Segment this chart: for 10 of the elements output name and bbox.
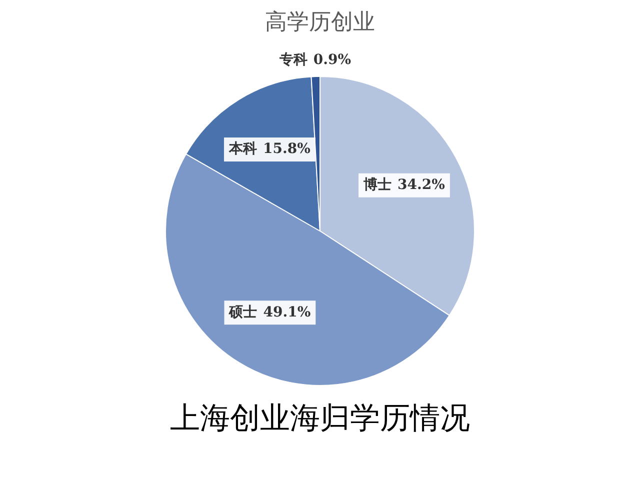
data-label: 0.9% bbox=[313, 52, 352, 68]
chart-title: 高学历创业 bbox=[264, 9, 376, 37]
data-label: 15.8% bbox=[262, 141, 310, 158]
data-label: 49.1% bbox=[263, 304, 311, 320]
slice-label: 本科 bbox=[228, 141, 257, 158]
slice-label: 硕士 bbox=[228, 304, 258, 320]
slice-label: 专科 bbox=[278, 51, 308, 68]
text: 上海创业海归学历情况 bbox=[169, 400, 471, 438]
slice-label: 博士 bbox=[362, 177, 392, 194]
data-label: 34.2% bbox=[398, 177, 445, 194]
